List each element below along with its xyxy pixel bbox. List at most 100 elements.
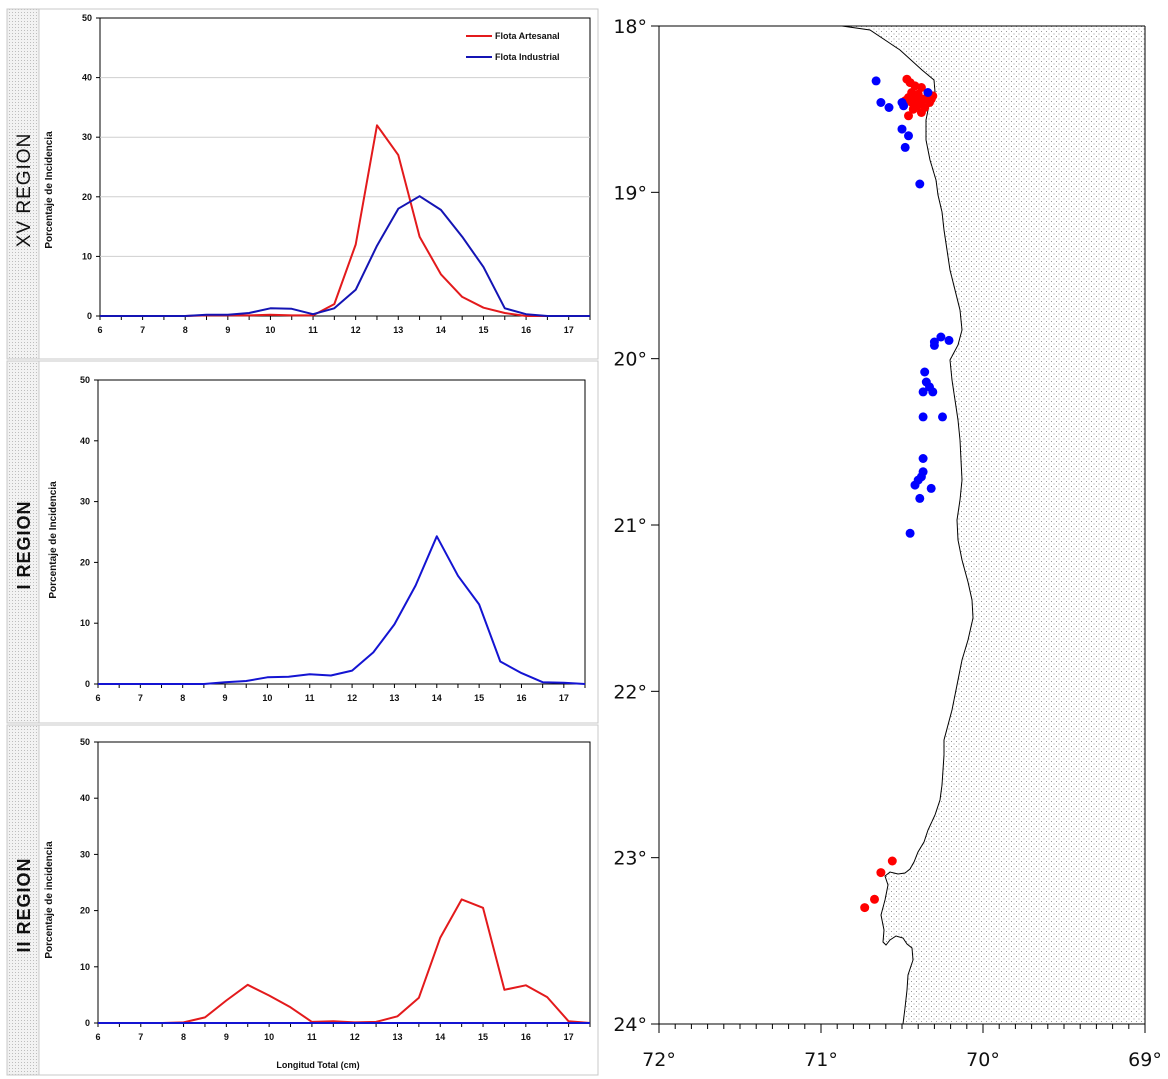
x-tick-label: 15 [478,325,488,335]
industrial-point [897,124,907,134]
industrial-point [936,332,946,342]
region-label: XV REGION [14,133,35,248]
y-tick-label: 30 [82,132,92,142]
plot-area: 0 10 20 30 40 50 6 7 8 9 10 11 12 13 14 15 16 17 [80,375,586,703]
x-tick-label: 12 [350,1032,360,1042]
artesanal-point [870,894,879,904]
y-tick-label: 20 [80,906,90,916]
industrial-point [918,412,928,422]
y-tick-label: 50 [80,375,90,385]
x-tick-label: 12 [347,693,357,703]
x-tick-label: 15 [478,1032,488,1042]
industrial-point [904,131,913,141]
x-tick-label: 11 [308,325,318,335]
map-x-tick-label: 72° [642,1049,676,1071]
plot-frame [97,741,591,1024]
x-tick-label: 14 [436,325,446,335]
y-tick-label: 10 [80,618,90,628]
panel-ii-region: II REGION Porcentaje de incidencia Longi… [6,724,599,1076]
map-y-tick-label: 24° [613,1014,647,1036]
x-tick-label: 13 [392,1032,402,1042]
map-y-tick-label: 23° [613,848,647,870]
land-area [842,26,1145,1024]
industrial-point [918,387,928,397]
industrial-point [905,528,915,538]
y-tick-label: 40 [82,73,92,83]
x-tick-label: 9 [224,1032,229,1042]
industrial-point [900,142,910,152]
map-x-tick-label: 70° [966,1049,1000,1071]
region-label: I REGION [14,500,34,589]
x-tick-label: 6 [97,325,102,335]
map-y-tick-label: 20° [613,349,647,371]
region-label: II REGION [14,857,34,952]
y-tick-label: 10 [80,962,90,972]
x-tick-label: 14 [432,693,442,703]
region-label-strip [6,360,40,724]
series-line-1 [100,195,590,317]
artesanal-point [876,868,886,878]
y-tick-label: 30 [80,849,90,859]
x-tick-label: 16 [516,693,526,703]
industrial-point [871,76,881,86]
x-tick-label: 10 [264,1032,274,1042]
x-tick-label: 11 [307,1032,317,1042]
x-tick-label: 9 [225,325,230,335]
series-line-0 [98,535,586,685]
industrial-point [928,387,938,397]
industrial-point [929,340,939,350]
artesanal-point [887,856,897,866]
y-tick-label: 0 [85,679,90,689]
panel-xv-region: XV REGION Porcentaje de Incidencia 0 10 20… [6,8,599,360]
x-tick-label: 17 [564,325,574,335]
coastline [841,25,974,1025]
x-tick-label: 9 [223,693,228,703]
x-tick-label: 7 [138,693,143,703]
x-axis-label: Longitud Total (cm) [276,1060,359,1070]
y-tick-label: 10 [82,251,92,261]
artesanal-point [908,104,918,114]
industrial-point [915,179,925,189]
map-x-tick-label: 69° [1128,1049,1162,1071]
y-tick-label: 50 [80,737,90,747]
x-tick-label: 10 [265,325,275,335]
y-tick-label: 50 [82,13,92,23]
map-y-tick-label: 18° [613,16,647,38]
industrial-point [918,454,928,463]
y-tick-label: 40 [80,436,90,446]
x-tick-label: 12 [351,325,361,335]
map-y-tick-label: 22° [613,681,647,703]
region-label-strip [6,724,40,1076]
y-tick-label: 40 [80,793,90,803]
map-ticks: 72° 71° 70° 69° 18° 19° 20° 21° 22° 23° 24° [613,16,1162,1071]
x-tick-label: 13 [389,693,399,703]
x-tick-label: 7 [138,1032,143,1042]
plot-frame [99,17,591,317]
plot-area: 0 10 20 30 40 50 6 7 8 9 10 11 12 13 14 15 16 17 [80,737,591,1042]
x-tick-label: 8 [181,1032,186,1042]
y-tick-label: 30 [80,497,90,507]
industrial-point [920,367,930,377]
artesanal-point [860,903,870,913]
artesanal-point [916,83,926,92]
x-tick-label: 16 [521,1032,531,1042]
legend-label-industrial: Flota Industrial [495,52,560,62]
artesanal-point [904,111,913,121]
industrial-point [938,412,947,422]
legend-label-artesanal: Flota Artesanal [495,31,560,41]
x-tick-label: 17 [559,693,569,703]
x-tick-label: 6 [95,1032,100,1042]
x-tick-label: 6 [95,693,100,703]
x-tick-label: 7 [140,325,145,335]
x-tick-label: 14 [435,1032,445,1042]
industrial-point [899,101,909,111]
map-y-tick-label: 19° [613,182,647,204]
map-points [860,74,954,913]
x-tick-label: 11 [305,693,315,703]
x-tick-label: 16 [521,325,531,335]
industrial-point [915,493,925,503]
industrial-point [910,480,920,490]
plot-area: 0 10 20 30 40 50 6 7 8 9 10 11 12 13 14 15 16 17 [82,13,591,335]
map-panel: 72° 71° 70° 69° 18° 19° 20° 21° 22° 23° 24° [613,16,1162,1071]
